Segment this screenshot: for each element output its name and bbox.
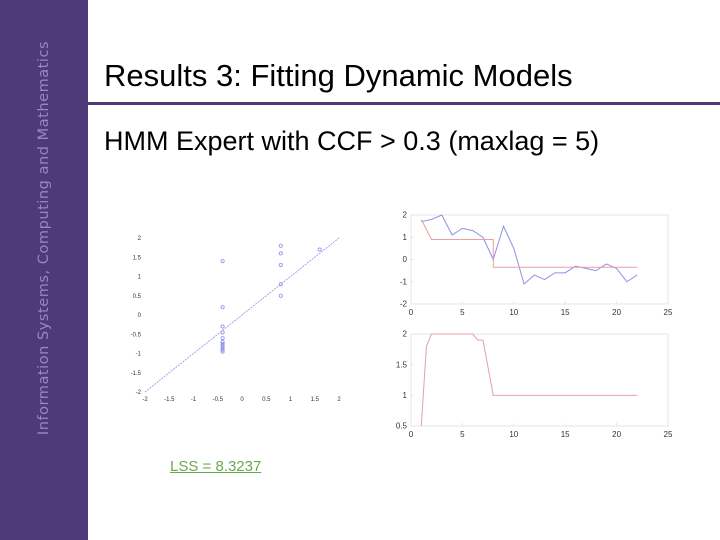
y-tick-label: 1.5: [396, 360, 408, 369]
x-tick-label: 15: [561, 308, 570, 317]
scatter-chart: -2 -1.5 -1 -0.5 0 0.5 1 1.5 2 -2 -1.5 -1 -0.5 0 0.5 1 1.…: [131, 236, 342, 403]
x-tick-label: 10: [509, 430, 518, 439]
x-tick-label: 1.5: [311, 397, 320, 403]
plot-frame: [410, 214, 669, 305]
y-tick-label: 0.5: [396, 422, 408, 431]
lss-value-link[interactable]: LSS = 8.3237: [170, 458, 262, 475]
y-tick-label: -1: [400, 277, 408, 286]
title-divider: [88, 102, 720, 105]
scatter-point: [220, 345, 225, 350]
y-tick-label: -0.5: [131, 332, 142, 338]
x-tick-label: 5: [460, 430, 465, 439]
sidebar-label: Information Systems, Computing and Mathe…: [36, 40, 52, 436]
scatter-point: [220, 336, 225, 341]
series-line: [420, 333, 638, 427]
scatter-point: [278, 282, 283, 287]
y-tick-label: 2: [138, 236, 142, 242]
x-tick-label: -2: [142, 397, 148, 403]
scatter-point: [278, 293, 283, 298]
y-tick-label: -1.5: [131, 371, 142, 377]
scatter-point: [220, 330, 225, 335]
scatter-point: [220, 324, 225, 329]
slide-title: Results 3: Fitting Dynamic Models: [104, 58, 573, 93]
y-tick-label: 0: [138, 313, 142, 319]
x-tick-label: 0.5: [262, 397, 271, 403]
sidebar: Information Systems, Computing and Mathe…: [0, 0, 88, 540]
slide-subtitle: HMM Expert with CCF > 0.3 (maxlag = 5): [104, 126, 600, 156]
x-tick-label: 15: [561, 430, 570, 439]
plot-frame: [410, 333, 669, 427]
y-tick-label: 1.5: [133, 255, 142, 261]
series-line: [421, 214, 638, 285]
y-tick-label: 1: [403, 391, 408, 400]
y-tick-label: 1: [138, 275, 142, 281]
x-tick-label: -1.5: [164, 397, 175, 403]
y-tick-label: 0.5: [133, 294, 142, 300]
x-tick-label: 25: [664, 308, 673, 317]
x-tick-label: -1: [191, 397, 197, 403]
x-tick-label: 5: [460, 308, 465, 317]
x-tick-label: 25: [664, 430, 673, 439]
y-tick-label: 2: [403, 330, 408, 339]
x-tick-label: 10: [509, 308, 518, 317]
y-tick-label: -1: [136, 352, 142, 358]
x-tick-label: -0.5: [213, 397, 224, 403]
line-chart-bottom: 0 5 10 15 20 25 0.5 1 1.5 2: [396, 330, 673, 439]
x-tick-label: 0: [409, 308, 414, 317]
line-chart-top: 0 5 10 15 20 25 -2 -1 0 1 2: [400, 211, 673, 317]
x-tick-label: 20: [612, 430, 621, 439]
x-tick-label: 0: [409, 430, 414, 439]
scatter-point: [220, 347, 225, 352]
fit-line: [144, 237, 340, 393]
scatter-point: [220, 343, 225, 348]
y-tick-label: -2: [136, 390, 142, 396]
scatter-point: [278, 243, 283, 248]
scatter-point: [278, 251, 283, 256]
scatter-point: [220, 259, 225, 264]
y-tick-label: 0: [403, 255, 408, 264]
y-tick-label: -2: [400, 300, 408, 309]
y-tick-label: 2: [403, 211, 408, 220]
series-line: [420, 219, 638, 268]
scatter-point: [317, 247, 322, 252]
scatter-point: [220, 339, 225, 344]
scatter-point: [220, 349, 225, 354]
x-tick-label: 2: [337, 397, 341, 403]
y-tick-label: 1: [403, 233, 408, 242]
scatter-point: [220, 305, 225, 310]
scatter-point: [220, 341, 225, 346]
x-tick-label: 20: [612, 308, 621, 317]
scatter-point: [278, 262, 283, 267]
x-tick-label: 0: [240, 397, 244, 403]
x-tick-label: 1: [289, 397, 293, 403]
